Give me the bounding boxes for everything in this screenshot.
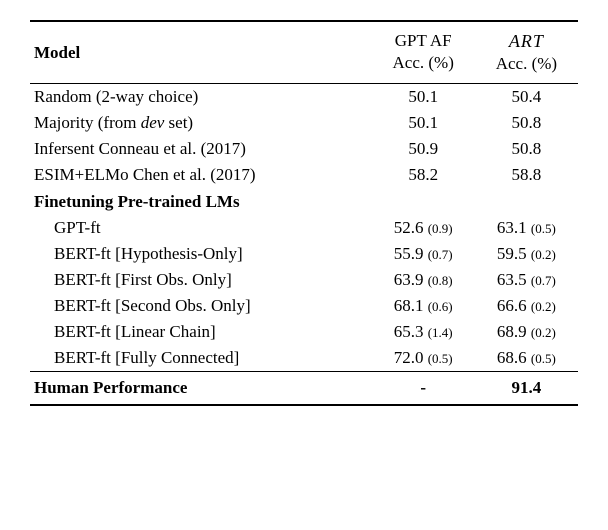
header-col2-line2: Acc. (%): [496, 54, 557, 73]
cell-value: 68.1 (0.6): [372, 293, 475, 319]
table-row: ESIM+ELMo Chen et al. (2017): [30, 162, 372, 188]
cell-value: 58.2: [372, 162, 475, 188]
value-main: 59.5: [497, 244, 527, 263]
header-col2: ART Acc. (%): [475, 21, 578, 84]
header-col1-line2: Acc. (%): [393, 53, 454, 72]
value-main: 63.9: [394, 270, 424, 289]
cell-value: 63.9 (0.8): [372, 267, 475, 293]
table-row: BERT-ft [Hypothesis-Only]: [30, 241, 372, 267]
value-main: 66.6: [497, 296, 527, 315]
cell-value: 66.6 (0.2): [475, 293, 578, 319]
value-stdev: (0.9): [428, 221, 453, 236]
cell-value: 63.1 (0.5): [475, 215, 578, 241]
human-value: -: [372, 372, 475, 406]
human-row-label: Human Performance: [30, 372, 372, 406]
value-stdev: (0.7): [531, 273, 556, 288]
cell-value: 50.4: [475, 84, 578, 111]
value-main: 65.3: [394, 322, 424, 341]
table-row: BERT-ft [Fully Connected]: [30, 345, 372, 372]
table-row: Random (2-way choice): [30, 84, 372, 111]
table-row: BERT-ft [Linear Chain]: [30, 319, 372, 345]
value-stdev: (0.8): [428, 273, 453, 288]
cell-value: 50.8: [475, 136, 578, 162]
table-row: BERT-ft [Second Obs. Only]: [30, 293, 372, 319]
cell-value: 55.9 (0.7): [372, 241, 475, 267]
value-stdev: (0.5): [531, 351, 556, 366]
value-main: 63.1: [497, 218, 527, 237]
value-stdev: (0.6): [428, 299, 453, 314]
value-main: 68.6: [497, 348, 527, 367]
cell-value: 68.9 (0.2): [475, 319, 578, 345]
header-col2-line1: ART: [509, 31, 544, 51]
value-main: 55.9: [394, 244, 424, 263]
cell-value: 65.3 (1.4): [372, 319, 475, 345]
row-label-prefix: Majority (from: [34, 113, 141, 132]
value-stdev: (0.2): [531, 299, 556, 314]
table-row: GPT-ft: [30, 215, 372, 241]
value-stdev: (0.7): [428, 247, 453, 262]
table-row: BERT-ft [First Obs. Only]: [30, 267, 372, 293]
value-stdev: (0.5): [428, 351, 453, 366]
cell-value: 52.6 (0.9): [372, 215, 475, 241]
cell-value: 59.5 (0.2): [475, 241, 578, 267]
row-label-suffix: set): [164, 113, 193, 132]
cell-value: 68.6 (0.5): [475, 345, 578, 372]
cell-value: 72.0 (0.5): [372, 345, 475, 372]
value-main: 52.6: [394, 218, 424, 237]
header-model: Model: [30, 21, 372, 84]
value-stdev: (0.5): [531, 221, 556, 236]
row-label-italic: dev: [141, 113, 165, 132]
value-stdev: (0.2): [531, 247, 556, 262]
table-row: Infersent Conneau et al. (2017): [30, 136, 372, 162]
cell-value: 58.8: [475, 162, 578, 188]
value-main: 68.9: [497, 322, 527, 341]
table-row: Majority (from dev set): [30, 110, 372, 136]
cell-value: 63.5 (0.7): [475, 267, 578, 293]
value-main: 63.5: [497, 270, 527, 289]
header-col1: GPT AF Acc. (%): [372, 21, 475, 84]
value-stdev: (0.2): [531, 325, 556, 340]
value-main: 72.0: [394, 348, 424, 367]
section-header: Finetuning Pre-trained LMs: [30, 188, 578, 215]
value-stdev: (1.4): [428, 325, 453, 340]
cell-value: 50.9: [372, 136, 475, 162]
value-main: 68.1: [394, 296, 424, 315]
human-value: 91.4: [475, 372, 578, 406]
results-table: Model GPT AF Acc. (%) ART Acc. (%) Rando…: [30, 20, 578, 406]
cell-value: 50.1: [372, 84, 475, 111]
cell-value: 50.1: [372, 110, 475, 136]
header-col1-line1: GPT AF: [395, 31, 452, 50]
cell-value: 50.8: [475, 110, 578, 136]
